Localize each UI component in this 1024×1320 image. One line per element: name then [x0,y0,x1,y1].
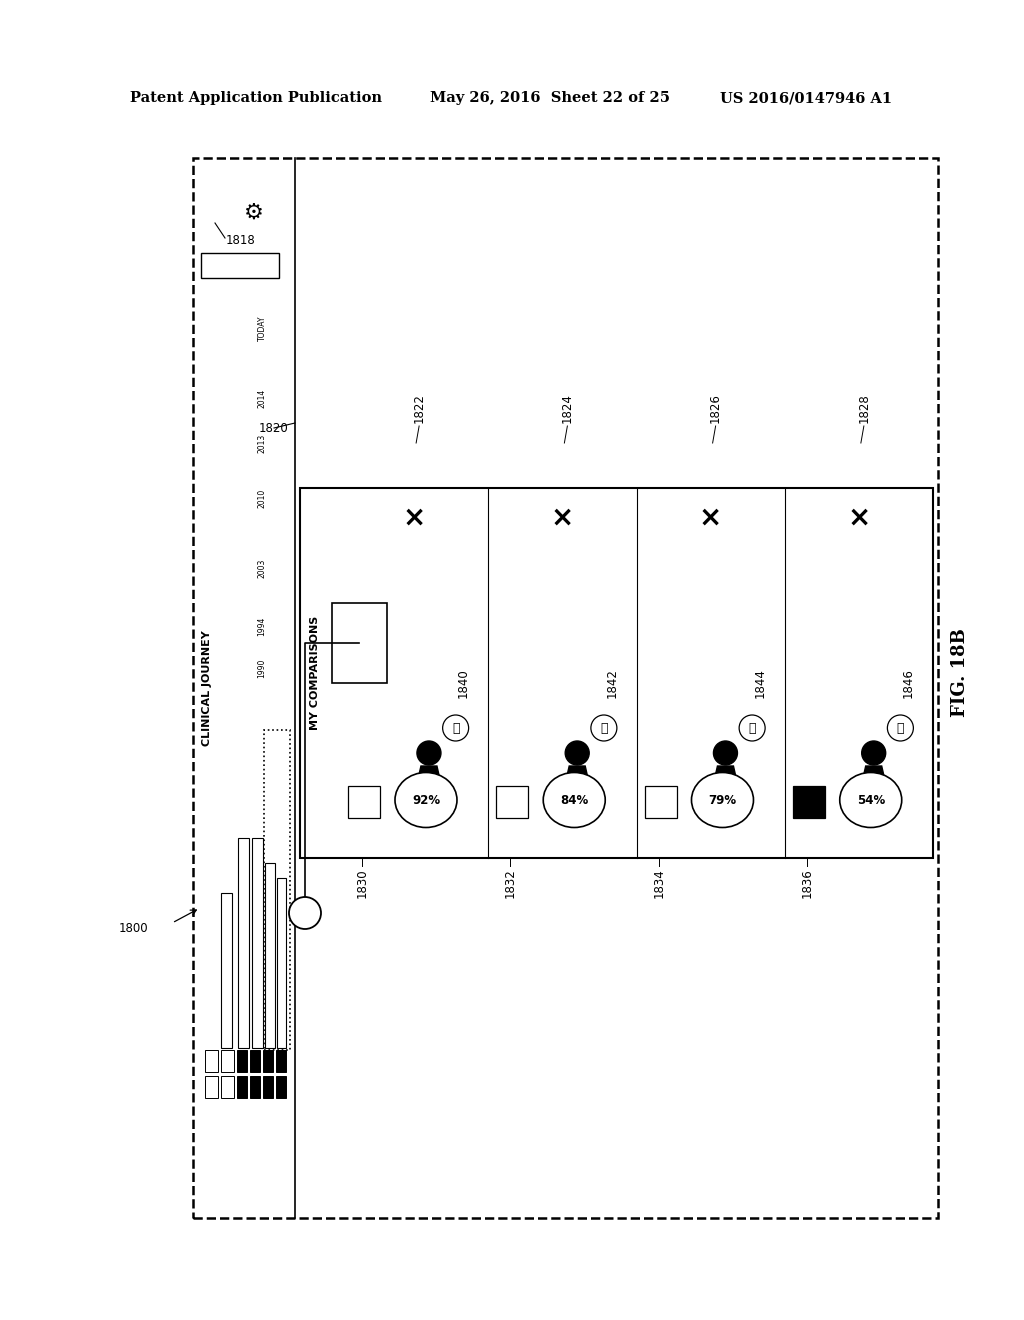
Bar [221,1049,234,1072]
Text: US 2016/0147946 A1: US 2016/0147946 A1 [720,91,892,106]
Circle shape [888,715,913,741]
Text: 👍: 👍 [600,722,607,734]
Text: 1836: 1836 [801,869,813,898]
Bar [221,1076,234,1098]
Circle shape [565,741,589,766]
Bar [193,158,938,1218]
Text: 1800: 1800 [119,921,148,935]
Text: 1844: 1844 [754,668,767,698]
Text: 👍: 👍 [897,722,904,734]
Bar [264,730,290,1049]
Text: May 26, 2016  Sheet 22 of 25: May 26, 2016 Sheet 22 of 25 [430,91,670,106]
Text: MY COMPARISONS: MY COMPARISONS [310,616,319,730]
Bar [237,1049,247,1072]
Bar [238,838,249,1048]
Text: 1820: 1820 [259,421,289,434]
Circle shape [442,715,469,741]
Text: 1832: 1832 [504,869,517,898]
Text: Patent Application Publication: Patent Application Publication [130,91,382,106]
Text: 👍: 👍 [452,722,460,734]
Circle shape [739,715,765,741]
Bar [201,253,279,279]
Text: ×: × [699,504,722,532]
Text: A: A [300,907,310,920]
Bar [793,785,824,818]
Text: 1846: 1846 [902,668,914,698]
Bar [300,488,933,858]
Text: 👍: 👍 [749,722,756,734]
Text: 1994: 1994 [257,616,266,636]
Bar [205,1049,218,1072]
Text: 84%: 84% [560,793,589,807]
Bar [644,785,677,818]
Bar [276,1076,286,1098]
Bar [205,1076,218,1098]
Polygon shape [564,766,590,788]
Text: 1830: 1830 [355,869,369,898]
Text: 1834: 1834 [652,869,666,898]
Text: 1842: 1842 [605,668,618,698]
Bar [278,878,286,1048]
Circle shape [714,741,737,766]
Text: 2003: 2003 [257,558,266,578]
Text: 1822: 1822 [413,393,426,422]
Ellipse shape [691,772,754,828]
Text: FIG. 18B: FIG. 18B [951,628,969,718]
Circle shape [417,741,441,766]
Bar [276,1049,286,1072]
Text: 1824: 1824 [561,393,573,422]
Bar [250,1076,260,1098]
Bar [265,863,275,1048]
Text: 1828: 1828 [857,393,870,422]
Text: ×: × [402,504,426,532]
Text: ×: × [847,504,870,532]
Ellipse shape [840,772,902,828]
Text: 1840: 1840 [457,668,470,698]
Text: 79%: 79% [709,793,736,807]
Polygon shape [861,766,887,788]
Polygon shape [713,766,738,788]
Text: 2010: 2010 [257,488,266,508]
Text: Displaying : All: Displaying : All [211,261,268,271]
Bar [237,1076,247,1098]
Ellipse shape [544,772,605,828]
Text: ×: × [551,504,574,532]
Bar [252,838,263,1048]
Circle shape [591,715,616,741]
Text: 2014: 2014 [257,388,266,408]
Bar [221,894,232,1048]
Circle shape [289,898,321,929]
Text: 1818: 1818 [226,235,256,248]
Bar [332,603,387,682]
Text: 2013: 2013 [257,433,266,453]
Text: 1826: 1826 [710,393,722,422]
Text: CLINICAL JOURNEY: CLINICAL JOURNEY [202,630,212,746]
Bar [263,1049,273,1072]
Text: TODAY: TODAY [257,315,266,341]
Bar [497,785,528,818]
Bar [250,1049,260,1072]
Text: 54%: 54% [857,793,885,807]
Polygon shape [416,766,442,788]
Circle shape [862,741,886,766]
Text: ⚙: ⚙ [244,203,264,223]
Bar [263,1076,273,1098]
Ellipse shape [395,772,457,828]
Text: 1990: 1990 [257,659,266,677]
Bar [348,785,380,818]
Text: 92%: 92% [412,793,440,807]
